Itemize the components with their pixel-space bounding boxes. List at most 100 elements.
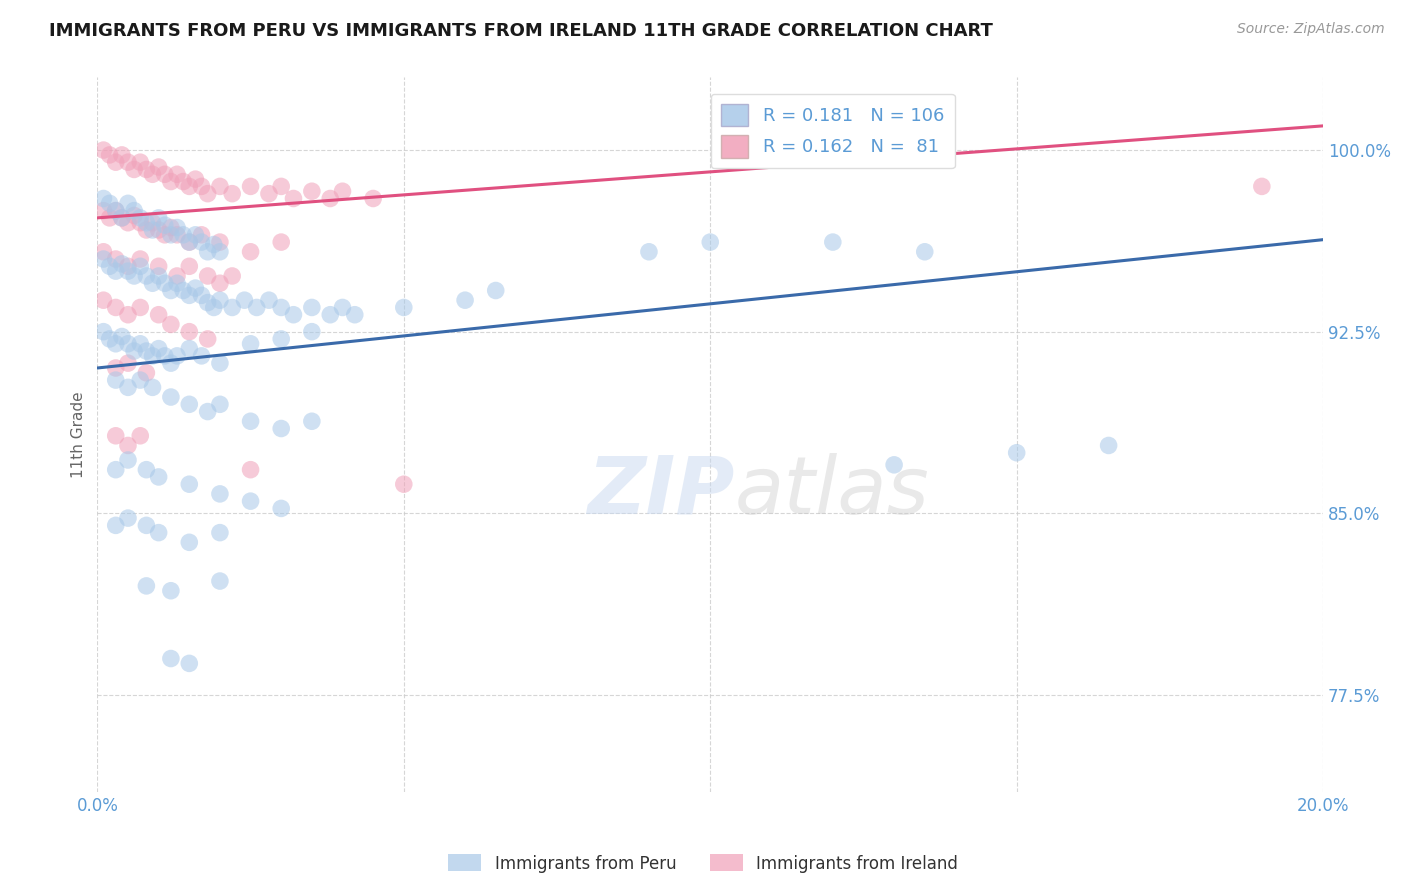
Point	[117, 260, 139, 274]
Point	[117, 356, 139, 370]
Point	[160, 651, 183, 665]
Point	[361, 192, 384, 206]
Point	[166, 277, 188, 291]
Point	[179, 477, 201, 491]
Point	[283, 192, 305, 206]
Point	[104, 463, 127, 477]
Point	[233, 293, 256, 308]
Point	[208, 574, 231, 588]
Point	[172, 175, 194, 189]
Point	[148, 470, 170, 484]
Point	[117, 380, 139, 394]
Point	[122, 162, 145, 177]
Point	[117, 438, 139, 452]
Point	[135, 268, 157, 283]
Point	[208, 235, 231, 249]
Point	[239, 179, 262, 194]
Point	[208, 356, 231, 370]
Point	[166, 349, 188, 363]
Point	[98, 211, 121, 225]
Point	[221, 301, 243, 315]
Point	[638, 244, 661, 259]
Point	[111, 257, 134, 271]
Point	[117, 216, 139, 230]
Point	[179, 325, 201, 339]
Point	[148, 260, 170, 274]
Point	[166, 227, 188, 242]
Point	[197, 186, 219, 201]
Point	[166, 220, 188, 235]
Point	[1250, 179, 1272, 194]
Point	[166, 167, 188, 181]
Point	[135, 366, 157, 380]
Point	[821, 235, 844, 249]
Point	[160, 318, 183, 332]
Point	[190, 288, 212, 302]
Point	[197, 332, 219, 346]
Point	[239, 414, 262, 428]
Point	[93, 143, 115, 157]
Point	[239, 463, 262, 477]
Point	[392, 477, 415, 491]
Point	[1005, 446, 1028, 460]
Point	[179, 342, 201, 356]
Point	[1097, 438, 1119, 452]
Point	[153, 227, 176, 242]
Legend: Immigrants from Peru, Immigrants from Ireland: Immigrants from Peru, Immigrants from Ir…	[441, 847, 965, 880]
Point	[148, 342, 170, 356]
Point	[166, 268, 188, 283]
Point	[160, 227, 183, 242]
Point	[221, 268, 243, 283]
Point	[153, 167, 176, 181]
Point	[172, 284, 194, 298]
Point	[208, 525, 231, 540]
Point	[160, 390, 183, 404]
Point	[93, 252, 115, 266]
Point	[129, 260, 152, 274]
Point	[270, 501, 292, 516]
Point	[160, 284, 183, 298]
Point	[98, 196, 121, 211]
Point	[104, 373, 127, 387]
Point	[98, 332, 121, 346]
Point	[117, 264, 139, 278]
Point	[160, 220, 183, 235]
Point	[104, 429, 127, 443]
Point	[117, 511, 139, 525]
Point	[190, 179, 212, 194]
Point	[104, 361, 127, 376]
Text: atlas: atlas	[735, 453, 929, 531]
Point	[153, 277, 176, 291]
Point	[270, 332, 292, 346]
Point	[257, 186, 280, 201]
Point	[111, 211, 134, 225]
Point	[117, 155, 139, 169]
Point	[104, 518, 127, 533]
Point	[197, 268, 219, 283]
Point	[129, 301, 152, 315]
Point	[135, 579, 157, 593]
Point	[160, 356, 183, 370]
Y-axis label: 11th Grade: 11th Grade	[72, 392, 86, 478]
Point	[179, 535, 201, 549]
Point	[104, 264, 127, 278]
Point	[104, 252, 127, 266]
Point	[135, 162, 157, 177]
Point	[104, 301, 127, 315]
Point	[160, 583, 183, 598]
Point	[184, 281, 207, 295]
Point	[148, 308, 170, 322]
Point	[129, 216, 152, 230]
Point	[129, 373, 152, 387]
Point	[148, 525, 170, 540]
Point	[208, 397, 231, 411]
Point	[98, 148, 121, 162]
Point	[141, 216, 163, 230]
Point	[122, 344, 145, 359]
Point	[197, 404, 219, 418]
Point	[117, 196, 139, 211]
Point	[221, 186, 243, 201]
Point	[160, 175, 183, 189]
Point	[141, 349, 163, 363]
Point	[122, 268, 145, 283]
